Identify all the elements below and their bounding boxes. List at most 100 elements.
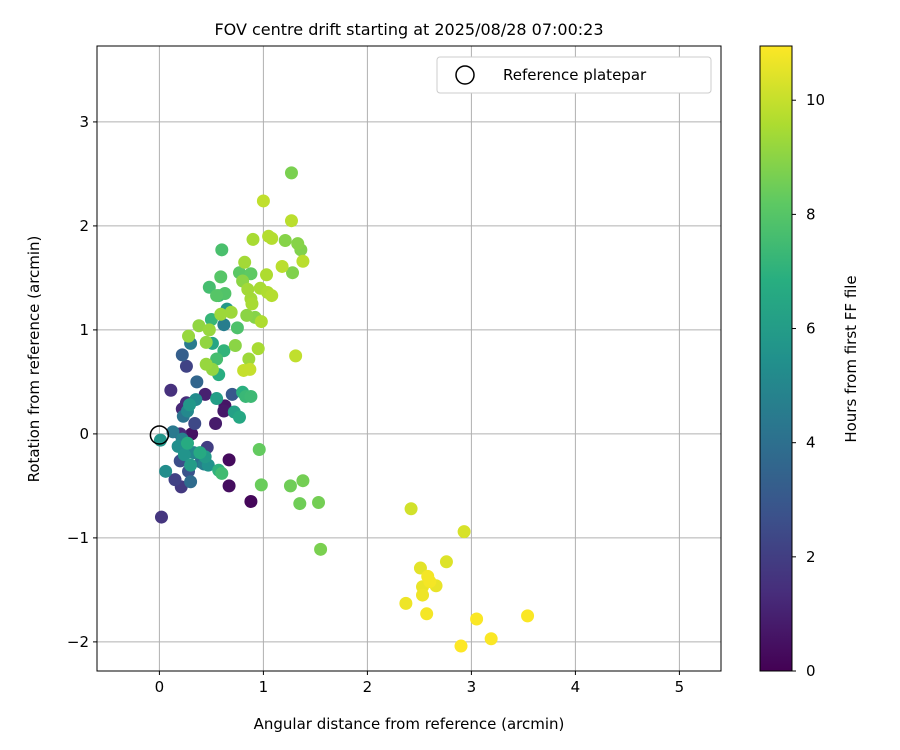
data-point xyxy=(215,466,229,480)
data-point xyxy=(246,232,260,246)
data-point xyxy=(284,214,298,228)
data-points xyxy=(153,166,535,653)
y-axis-label: Rotation from reference (arcmin) xyxy=(25,236,43,483)
data-point xyxy=(222,453,236,467)
data-point xyxy=(439,555,453,569)
data-point xyxy=(291,237,305,251)
data-point xyxy=(245,297,259,311)
data-point xyxy=(230,321,244,335)
data-point xyxy=(275,259,289,273)
data-point xyxy=(164,383,178,397)
data-point xyxy=(286,266,300,280)
data-point xyxy=(254,478,268,492)
data-point xyxy=(265,231,279,245)
colorbar-tick-label: 10 xyxy=(806,91,825,109)
data-point xyxy=(210,289,224,303)
legend-marker-icon xyxy=(455,65,475,85)
y-tick-label: 1 xyxy=(79,321,89,339)
axis-ticks: 0 1 2 3 4 5 −2 −1 0 1 2 3 xyxy=(67,113,684,696)
colorbar-ticks: 0 2 4 6 8 10 xyxy=(792,91,825,680)
data-point xyxy=(484,632,498,646)
x-axis-label: Angular distance from reference (arcmin) xyxy=(254,715,565,733)
data-point xyxy=(399,596,413,610)
data-point xyxy=(180,436,194,450)
data-point xyxy=(314,542,328,556)
data-point xyxy=(454,639,468,653)
data-point xyxy=(240,308,254,322)
data-point xyxy=(175,348,189,362)
data-point xyxy=(199,357,213,371)
colorbar: 0 2 4 6 8 10 Hours from first FF file xyxy=(759,45,860,680)
colorbar-tick-label: 8 xyxy=(806,205,816,223)
data-point xyxy=(260,268,274,282)
data-point xyxy=(202,323,216,337)
data-point xyxy=(193,446,207,460)
data-point xyxy=(242,352,256,366)
plot-frame xyxy=(96,45,722,672)
data-point xyxy=(254,315,268,329)
data-point xyxy=(190,375,204,389)
data-point xyxy=(521,609,535,623)
colorbar-tick-label: 4 xyxy=(806,434,816,452)
data-point xyxy=(214,270,228,284)
data-point xyxy=(168,473,182,487)
data-point xyxy=(283,479,297,493)
data-point xyxy=(228,339,242,353)
data-point xyxy=(293,497,307,511)
data-point xyxy=(457,525,471,539)
data-point xyxy=(420,607,434,621)
colorbar-gradient xyxy=(759,45,793,672)
y-tick-label: 0 xyxy=(79,425,89,443)
data-point xyxy=(265,289,279,303)
colorbar-tick-label: 0 xyxy=(806,662,816,680)
data-point xyxy=(244,389,258,403)
chart-title: FOV centre drift starting at 2025/08/28 … xyxy=(214,20,603,39)
data-point xyxy=(284,166,298,180)
x-tick-label: 1 xyxy=(259,678,269,696)
data-point xyxy=(154,510,168,524)
data-point xyxy=(312,496,326,510)
data-point xyxy=(217,318,231,332)
data-point xyxy=(222,479,236,493)
y-tick-label: −1 xyxy=(67,529,89,547)
data-point xyxy=(183,398,197,412)
data-point xyxy=(278,233,292,247)
data-point xyxy=(177,448,191,462)
data-point xyxy=(179,359,193,373)
x-tick-label: 5 xyxy=(675,678,685,696)
x-tick-label: 4 xyxy=(571,678,581,696)
data-point xyxy=(225,387,239,401)
data-point xyxy=(184,458,198,472)
data-point xyxy=(423,575,437,589)
data-point xyxy=(224,305,238,319)
colorbar-label: Hours from first FF file xyxy=(842,275,860,442)
y-tick-label: 3 xyxy=(79,113,89,131)
data-point xyxy=(182,329,196,343)
data-point xyxy=(251,342,265,356)
colorbar-tick-label: 2 xyxy=(806,548,816,566)
x-tick-label: 2 xyxy=(363,678,373,696)
data-point xyxy=(416,588,430,602)
data-point xyxy=(470,612,484,626)
data-point xyxy=(210,352,224,366)
data-point xyxy=(210,392,224,406)
data-point xyxy=(296,474,310,488)
legend-box xyxy=(436,56,712,94)
data-point xyxy=(244,494,258,508)
data-point xyxy=(232,410,246,424)
data-point xyxy=(159,464,173,478)
legend: Reference platepar xyxy=(436,56,712,94)
data-point xyxy=(404,502,418,516)
data-point xyxy=(209,416,223,430)
colorbar-tick-label: 6 xyxy=(806,320,816,338)
data-point xyxy=(256,194,270,208)
reference-marker xyxy=(149,425,170,445)
data-point xyxy=(199,335,213,349)
data-point xyxy=(252,442,266,456)
data-point xyxy=(214,307,228,321)
data-point xyxy=(243,362,257,376)
y-tick-label: −2 xyxy=(67,633,89,651)
x-tick-label: 3 xyxy=(467,678,477,696)
data-point xyxy=(184,475,198,489)
y-tick-label: 2 xyxy=(79,217,89,235)
